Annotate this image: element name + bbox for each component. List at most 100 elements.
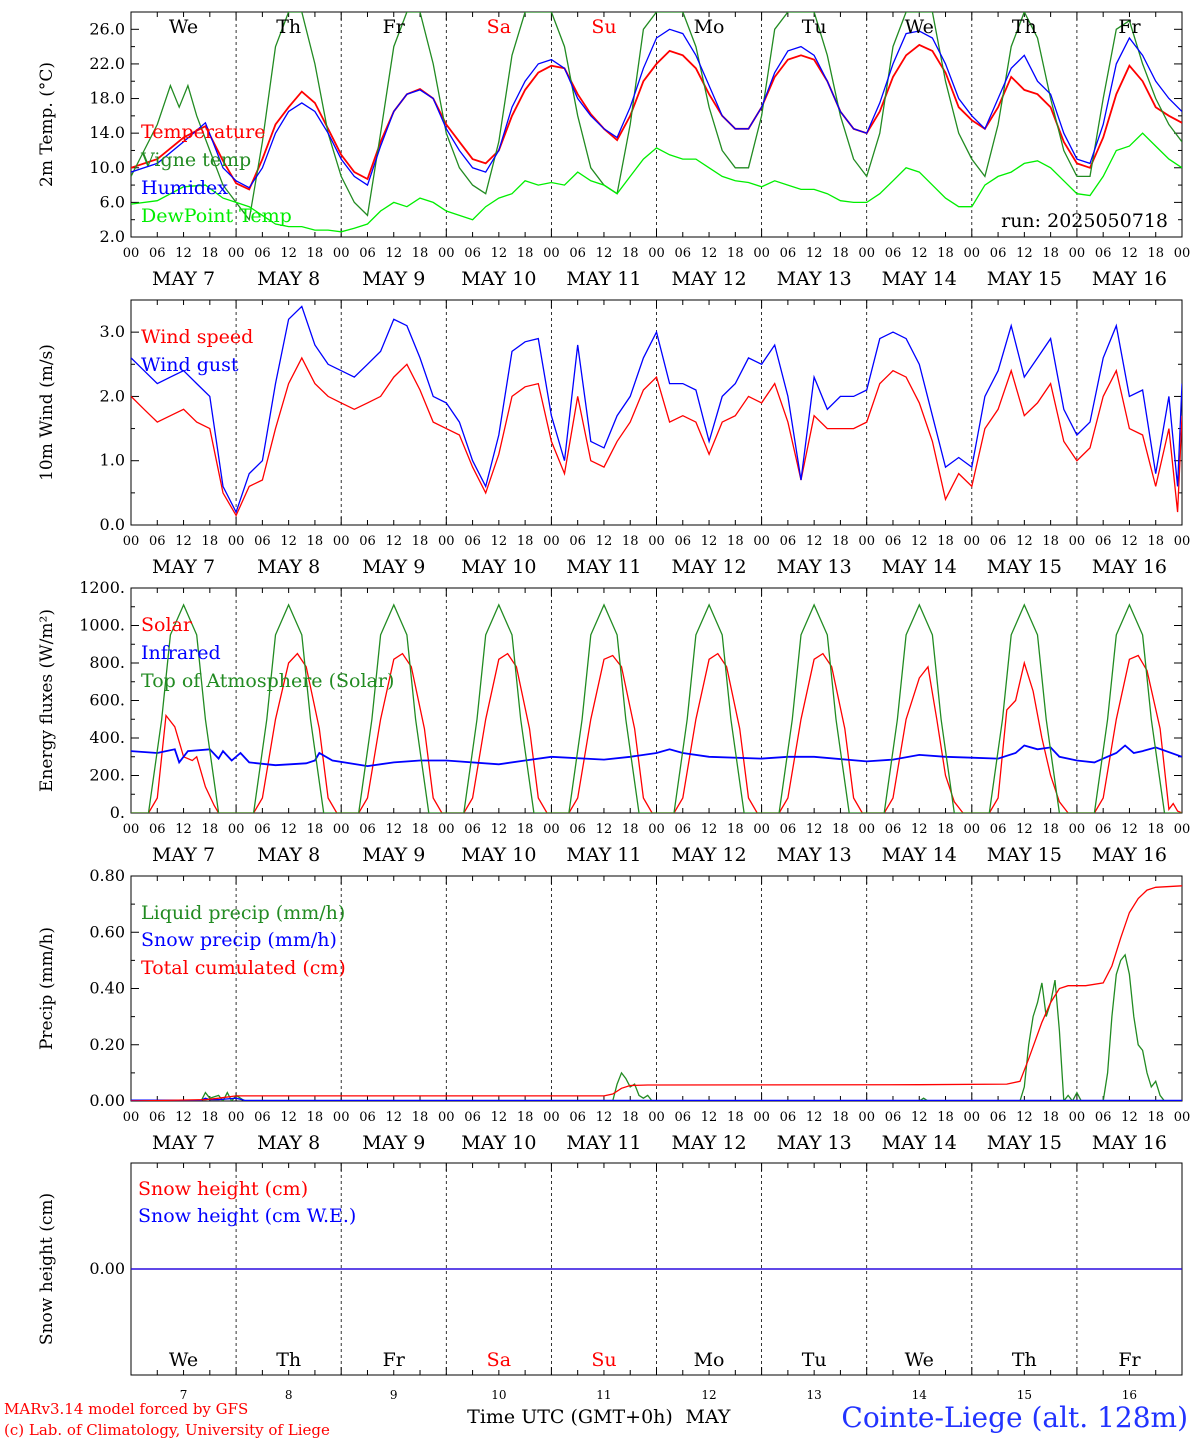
date-label: MAY 15 xyxy=(987,268,1062,290)
weekday-label: Mo xyxy=(694,1349,725,1371)
hour-tick-label: 12 xyxy=(1016,822,1033,837)
series-line xyxy=(131,652,1182,813)
hour-tick-label: 00 xyxy=(123,822,140,837)
hour-tick-label: 06 xyxy=(569,1110,586,1125)
hour-tick-label: 18 xyxy=(517,246,534,261)
hour-tick-label: 18 xyxy=(412,1110,429,1125)
date-label: MAY 13 xyxy=(777,844,852,866)
y-tick-label: 0. xyxy=(110,803,125,822)
hour-tick-label: 18 xyxy=(1147,822,1164,837)
date-label: MAY 14 xyxy=(882,268,957,290)
hour-tick-label: 12 xyxy=(280,822,297,837)
plot-frame xyxy=(130,587,1183,814)
legend-entry: Wind speed xyxy=(141,326,253,348)
hour-tick-label: 12 xyxy=(491,534,508,549)
hour-tick-label: 18 xyxy=(1147,246,1164,261)
y-tick-label: 2.0 xyxy=(100,386,125,405)
hour-tick-label: 00 xyxy=(123,246,140,261)
x-axis-month: MAY xyxy=(686,1406,731,1428)
hour-tick-label: 06 xyxy=(1095,246,1112,261)
date-label: MAY 10 xyxy=(461,1132,536,1154)
hour-tick-label: 18 xyxy=(202,1110,219,1125)
day-number-label: 9 xyxy=(390,1388,398,1402)
hour-tick-label: 12 xyxy=(911,1110,928,1125)
legend-entry: Wind gust xyxy=(141,354,239,376)
hour-tick-label: 18 xyxy=(937,246,954,261)
weekday-label: Su xyxy=(591,16,616,38)
hour-tick-label: 00 xyxy=(1174,534,1191,549)
hour-tick-label: 06 xyxy=(675,1110,692,1125)
hour-tick-label: 18 xyxy=(937,1110,954,1125)
date-label: MAY 14 xyxy=(882,556,957,578)
hour-tick-label: 00 xyxy=(858,246,875,261)
weekday-label: Sa xyxy=(487,16,511,38)
hour-tick-label: 18 xyxy=(1042,1110,1059,1125)
plot-frame xyxy=(130,11,1183,238)
series-line xyxy=(131,43,1182,191)
hour-tick-label: 18 xyxy=(832,246,849,261)
date-label: MAY 12 xyxy=(671,556,746,578)
hour-tick-label: 18 xyxy=(517,534,534,549)
y-tick-label: 0.60 xyxy=(89,922,125,941)
hour-tick-label: 06 xyxy=(780,822,797,837)
hour-tick-label: 12 xyxy=(806,1110,823,1125)
hour-tick-label: 00 xyxy=(438,1110,455,1125)
hour-tick-label: 12 xyxy=(1121,534,1138,549)
hour-tick-label: 00 xyxy=(333,534,350,549)
date-label: MAY 7 xyxy=(152,1132,215,1154)
hour-tick-label: 12 xyxy=(280,1110,297,1125)
hour-tick-label: 12 xyxy=(1121,822,1138,837)
hour-tick-label: 12 xyxy=(596,822,613,837)
hour-tick-label: 06 xyxy=(1095,1110,1112,1125)
y-tick-label: 0.80 xyxy=(89,866,125,885)
hour-tick-label: 12 xyxy=(1016,534,1033,549)
hour-tick-label: 00 xyxy=(964,534,981,549)
y-axis-label: Snow height (cm) xyxy=(37,1193,57,1345)
hour-tick-label: 06 xyxy=(464,534,481,549)
hour-tick-label: 00 xyxy=(123,1110,140,1125)
hour-tick-label: 06 xyxy=(464,1110,481,1125)
model-credit: MARv3.14 model forced by GFS xyxy=(4,1400,248,1418)
hour-tick-label: 18 xyxy=(727,246,744,261)
date-label: MAY 13 xyxy=(777,1132,852,1154)
hour-tick-label: 06 xyxy=(780,534,797,549)
date-label: MAY 7 xyxy=(152,844,215,866)
hour-tick-label: 18 xyxy=(307,246,324,261)
hour-tick-label: 18 xyxy=(412,246,429,261)
hour-tick-label: 00 xyxy=(1174,246,1191,261)
hour-tick-label: 06 xyxy=(780,1110,797,1125)
date-label: MAY 7 xyxy=(152,268,215,290)
hour-tick-label: 12 xyxy=(175,822,192,837)
legend-entry: Solar xyxy=(141,614,193,636)
hour-tick-label: 06 xyxy=(990,1110,1007,1125)
hour-tick-label: 06 xyxy=(254,246,271,261)
date-label: MAY 11 xyxy=(566,844,641,866)
hour-tick-label: 06 xyxy=(990,822,1007,837)
hour-tick-label: 18 xyxy=(937,822,954,837)
hour-tick-label: 18 xyxy=(307,822,324,837)
weekday-label: Th xyxy=(276,1349,301,1371)
day-number-label: 15 xyxy=(1017,1388,1032,1402)
hour-tick-label: 00 xyxy=(964,246,981,261)
date-label: MAY 8 xyxy=(257,1132,320,1154)
hour-tick-label: 18 xyxy=(727,1110,744,1125)
hour-tick-label: 18 xyxy=(202,534,219,549)
weekday-label: Fr xyxy=(1118,1349,1141,1371)
legend-entry: Snow precip (mm/h) xyxy=(141,929,337,951)
hour-tick-label: 06 xyxy=(359,246,376,261)
panel-1: 2.0 6.0 10.0 14.0 18.0 22.0 26.0 2m Temp. (°C) T… xyxy=(37,11,1191,290)
date-label: MAY 14 xyxy=(882,1132,957,1154)
panel-2: 0.0 1.0 2.0 3.0 10m Wind (m/s) Wind speed Wind… xyxy=(37,299,1191,578)
hour-tick-label: 06 xyxy=(149,1110,166,1125)
date-label: MAY 12 xyxy=(671,268,746,290)
series-line xyxy=(131,132,1182,233)
date-label: MAY 9 xyxy=(362,844,425,866)
hour-tick-label: 12 xyxy=(280,246,297,261)
weekday-label: We xyxy=(905,1349,934,1371)
hour-tick-label: 18 xyxy=(307,534,324,549)
date-label: MAY 15 xyxy=(987,844,1062,866)
hour-tick-label: 00 xyxy=(543,822,560,837)
weekday-label: Tu xyxy=(802,16,827,38)
hour-tick-label: 18 xyxy=(517,1110,534,1125)
hour-tick-label: 18 xyxy=(517,822,534,837)
